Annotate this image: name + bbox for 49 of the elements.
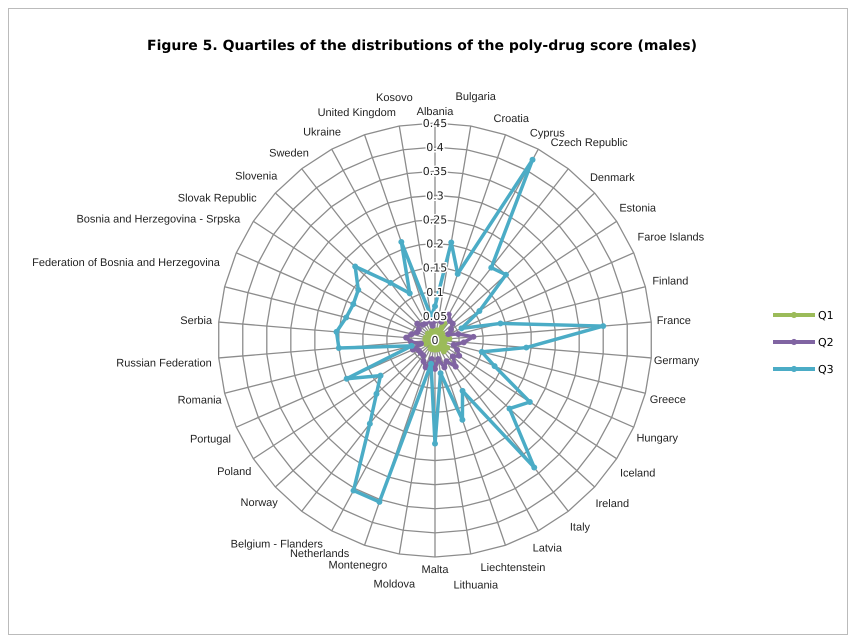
- spoke-label: Slovenia: [235, 170, 278, 182]
- y-tick-label: 0.45: [422, 117, 448, 130]
- spoke-label: France: [656, 315, 691, 328]
- y-tick-label: 0.25: [422, 213, 448, 226]
- spoke-label: Bulgaria: [456, 90, 497, 103]
- spoke-label: Kosovo: [376, 92, 413, 104]
- legend-label: Q3: [818, 363, 834, 376]
- y-tick-label: 0.2: [426, 238, 444, 251]
- spoke-label: Serbia: [180, 315, 213, 328]
- spoke-label: Federation of Bosnia and Herzegovina: [32, 256, 221, 269]
- spoke-label: Cyprus: [530, 127, 566, 140]
- spoke-label: Russian Federation: [116, 357, 212, 370]
- spoke-label: Romania: [178, 394, 223, 407]
- spoke-label: Netherlands: [290, 548, 350, 560]
- spoke-label: Portugal: [190, 433, 231, 446]
- spoke-label: Moldova: [374, 578, 416, 591]
- spoke-label: Italy: [570, 521, 591, 534]
- y-tick-label: 0.4: [426, 141, 444, 154]
- spoke-label: Finland: [652, 275, 688, 288]
- y-tick-label: 0: [432, 334, 438, 347]
- spoke-label: Lithuania: [453, 580, 500, 592]
- legend-label: Q1: [818, 309, 834, 322]
- spoke-label: Montenegro: [328, 560, 388, 572]
- chart-title: Figure 5. Quartiles of the distributions of the poly-drug score (males): [147, 38, 697, 54]
- y-tick-label: 0.3: [426, 189, 444, 202]
- spoke-label: Ireland: [595, 498, 630, 510]
- spoke-label: Estonia: [619, 202, 657, 215]
- legend-label: Q2: [818, 336, 834, 349]
- spoke-label: Germany: [654, 355, 700, 368]
- spoke-label: Albania: [416, 106, 454, 118]
- spoke-label: Czech Republic: [550, 136, 628, 149]
- spoke-label: Poland: [217, 466, 252, 478]
- y-tick-label: 0.35: [422, 165, 448, 178]
- spoke-label: Norway: [240, 496, 278, 509]
- spoke-label: Belgium - Flanders: [230, 538, 324, 550]
- spoke-label: Sweden: [269, 147, 309, 160]
- spoke-label: Faroe Islands: [638, 232, 705, 244]
- spoke-label: Slovak Republic: [178, 192, 258, 205]
- spoke-label: United Kingdom: [318, 107, 396, 120]
- spoke-label: Bosnia and Herzegovina - Srpska: [76, 214, 242, 226]
- spoke-label: Latvia: [532, 542, 563, 555]
- spoke-label: Liechtenstein: [480, 562, 546, 574]
- spoke-label: Hungary: [636, 432, 679, 444]
- spoke-label: Greece: [650, 394, 686, 406]
- spoke-label: Croatia: [494, 112, 530, 125]
- spoke-label: Ukraine: [303, 126, 342, 138]
- spoke-label: Denmark: [590, 172, 636, 184]
- spoke-label: Malta: [422, 564, 450, 576]
- spoke-label: Iceland: [620, 467, 656, 480]
